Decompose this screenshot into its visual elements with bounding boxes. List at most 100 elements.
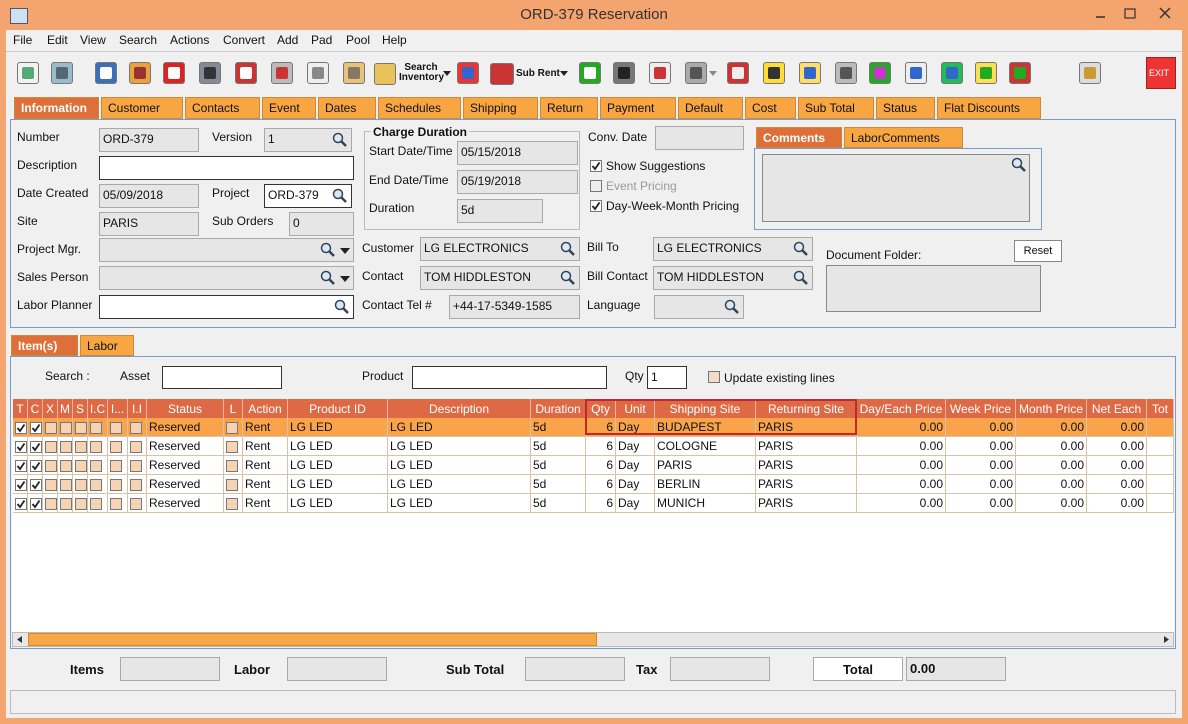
table-cell[interactable] xyxy=(58,418,73,437)
table-cell[interactable] xyxy=(616,456,655,475)
checkbox[interactable] xyxy=(110,479,122,491)
checkbox[interactable] xyxy=(30,498,42,510)
toolbar-button[interactable] xyxy=(970,57,1002,89)
item-tab[interactable]: Labor xyxy=(80,335,134,356)
tab[interactable]: Event xyxy=(262,97,316,119)
column-header[interactable]: Month Price xyxy=(1016,399,1087,418)
table-row[interactable] xyxy=(13,418,1174,437)
checkbox[interactable] xyxy=(30,460,42,472)
table-cell[interactable] xyxy=(586,475,616,494)
table-cell[interactable] xyxy=(28,475,43,494)
dropdown-button[interactable] xyxy=(338,240,352,260)
table-cell[interactable] xyxy=(1016,494,1087,513)
table-cell[interactable] xyxy=(28,418,43,437)
table-cell[interactable] xyxy=(88,475,108,494)
table-cell[interactable] xyxy=(531,456,586,475)
table-cell[interactable] xyxy=(73,475,88,494)
table-cell[interactable] xyxy=(1016,456,1087,475)
table-cell[interactable] xyxy=(288,494,388,513)
table-cell[interactable] xyxy=(388,475,531,494)
tab[interactable]: Information xyxy=(14,97,99,119)
checkbox[interactable] xyxy=(110,441,122,453)
table-cell[interactable] xyxy=(73,456,88,475)
menu-item[interactable]: Convert xyxy=(223,33,266,47)
table-cell[interactable] xyxy=(128,456,147,475)
checkbox[interactable] xyxy=(60,498,72,510)
menu-item[interactable]: Help xyxy=(382,33,407,47)
toolbar-button[interactable] xyxy=(1004,57,1036,89)
table-cell[interactable] xyxy=(13,456,28,475)
table-cell[interactable] xyxy=(586,418,616,437)
toolbar-button[interactable] xyxy=(758,57,790,89)
toolbar-button[interactable] xyxy=(794,57,826,89)
table-cell[interactable] xyxy=(1087,418,1147,437)
table-cell[interactable] xyxy=(224,437,243,456)
table-cell[interactable] xyxy=(857,494,946,513)
table-cell[interactable] xyxy=(43,418,58,437)
text-field[interactable]: LG ELECTRONICS xyxy=(653,237,813,261)
tab[interactable]: Payment xyxy=(600,97,676,119)
checkbox[interactable] xyxy=(130,479,142,491)
search-icon[interactable] xyxy=(793,241,809,257)
text-field[interactable] xyxy=(655,126,744,150)
search-icon[interactable] xyxy=(1011,157,1027,173)
dropdown-arrow[interactable] xyxy=(559,57,569,89)
table-cell[interactable] xyxy=(1147,494,1174,513)
table-cell[interactable] xyxy=(243,418,288,437)
table-cell[interactable] xyxy=(1087,475,1147,494)
toolbar-button[interactable] xyxy=(722,57,754,89)
table-cell[interactable] xyxy=(531,494,586,513)
table-cell[interactable] xyxy=(147,418,224,437)
tab[interactable]: Cost xyxy=(745,97,796,119)
table-cell[interactable] xyxy=(1087,456,1147,475)
table-cell[interactable] xyxy=(1147,418,1174,437)
checkbox[interactable] xyxy=(45,498,57,510)
toolbar-button[interactable] xyxy=(574,57,606,89)
column-header[interactable]: X xyxy=(43,399,58,418)
menu-item[interactable]: File xyxy=(13,33,33,47)
table-cell[interactable] xyxy=(586,437,616,456)
table-cell[interactable] xyxy=(288,475,388,494)
table-cell[interactable] xyxy=(1016,437,1087,456)
table-cell[interactable] xyxy=(756,475,857,494)
checkbox[interactable] xyxy=(130,498,142,510)
table-cell[interactable] xyxy=(13,475,28,494)
menu-item[interactable]: Actions xyxy=(170,33,210,47)
tab[interactable]: Flat Discounts xyxy=(937,97,1041,119)
toolbar-button[interactable] xyxy=(644,57,676,89)
toolbar-button[interactable] xyxy=(158,57,190,89)
tab[interactable]: Contacts xyxy=(185,97,260,119)
checkbox[interactable] xyxy=(15,460,27,472)
table-cell[interactable] xyxy=(147,437,224,456)
toolbar-button[interactable] xyxy=(266,57,298,89)
toolbar-button[interactable] xyxy=(302,57,334,89)
column-header[interactable]: Product ID xyxy=(288,399,388,418)
table-cell[interactable] xyxy=(108,437,128,456)
checkbox[interactable] xyxy=(90,460,102,472)
text-field[interactable]: 05/09/2018 xyxy=(99,184,199,208)
comment-tab[interactable]: Comments xyxy=(756,127,842,148)
table-cell[interactable] xyxy=(1087,437,1147,456)
table-cell[interactable] xyxy=(58,437,73,456)
column-header[interactable]: Action xyxy=(243,399,288,418)
column-header[interactable]: Description xyxy=(388,399,531,418)
dropdown-arrow[interactable] xyxy=(708,57,718,89)
toolbar-button[interactable] xyxy=(680,57,712,89)
table-cell[interactable] xyxy=(288,418,388,437)
table-cell[interactable] xyxy=(108,475,128,494)
checkbox[interactable] xyxy=(75,498,87,510)
column-header[interactable]: S xyxy=(73,399,88,418)
checkbox[interactable] xyxy=(75,441,87,453)
menu-item[interactable]: View xyxy=(80,33,106,47)
toolbar-button[interactable] xyxy=(452,57,484,89)
table-cell[interactable] xyxy=(946,456,1016,475)
column-header[interactable]: I.C xyxy=(88,399,108,418)
table-cell[interactable] xyxy=(388,494,531,513)
table-cell[interactable] xyxy=(28,494,43,513)
text-field[interactable]: TOM HIDDLESTON xyxy=(420,266,580,290)
text-field[interactable] xyxy=(99,295,354,319)
menu-item[interactable]: Add xyxy=(277,33,299,47)
checkbox[interactable] xyxy=(75,422,87,434)
table-cell[interactable] xyxy=(616,475,655,494)
search-icon[interactable] xyxy=(332,188,348,204)
